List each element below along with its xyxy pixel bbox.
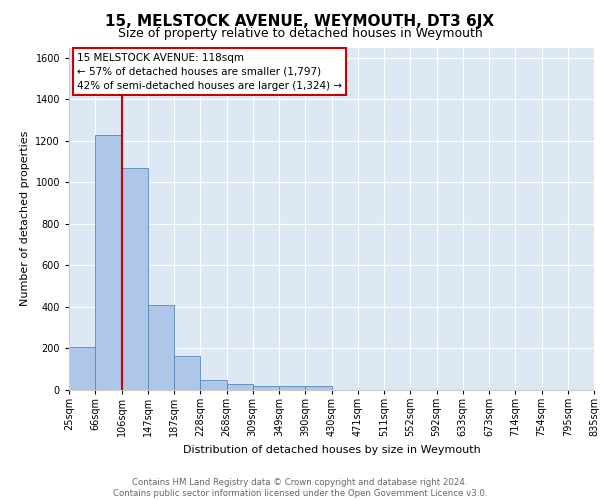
Bar — [174, 356, 200, 390]
Bar — [69, 348, 95, 390]
Bar — [95, 134, 121, 390]
Text: Contains HM Land Registry data © Crown copyright and database right 2024.
Contai: Contains HM Land Registry data © Crown c… — [113, 478, 487, 498]
Bar — [148, 305, 174, 390]
Bar — [227, 384, 253, 390]
Bar — [305, 386, 331, 390]
Bar — [253, 386, 279, 390]
Bar — [200, 380, 227, 390]
Bar — [279, 386, 305, 390]
Y-axis label: Number of detached properties: Number of detached properties — [20, 131, 30, 306]
Text: Size of property relative to detached houses in Weymouth: Size of property relative to detached ho… — [118, 28, 482, 40]
Text: 15, MELSTOCK AVENUE, WEYMOUTH, DT3 6JX: 15, MELSTOCK AVENUE, WEYMOUTH, DT3 6JX — [106, 14, 494, 29]
Bar — [121, 168, 148, 390]
Text: 15 MELSTOCK AVENUE: 118sqm
← 57% of detached houses are smaller (1,797)
42% of s: 15 MELSTOCK AVENUE: 118sqm ← 57% of deta… — [77, 52, 342, 90]
X-axis label: Distribution of detached houses by size in Weymouth: Distribution of detached houses by size … — [182, 445, 481, 455]
